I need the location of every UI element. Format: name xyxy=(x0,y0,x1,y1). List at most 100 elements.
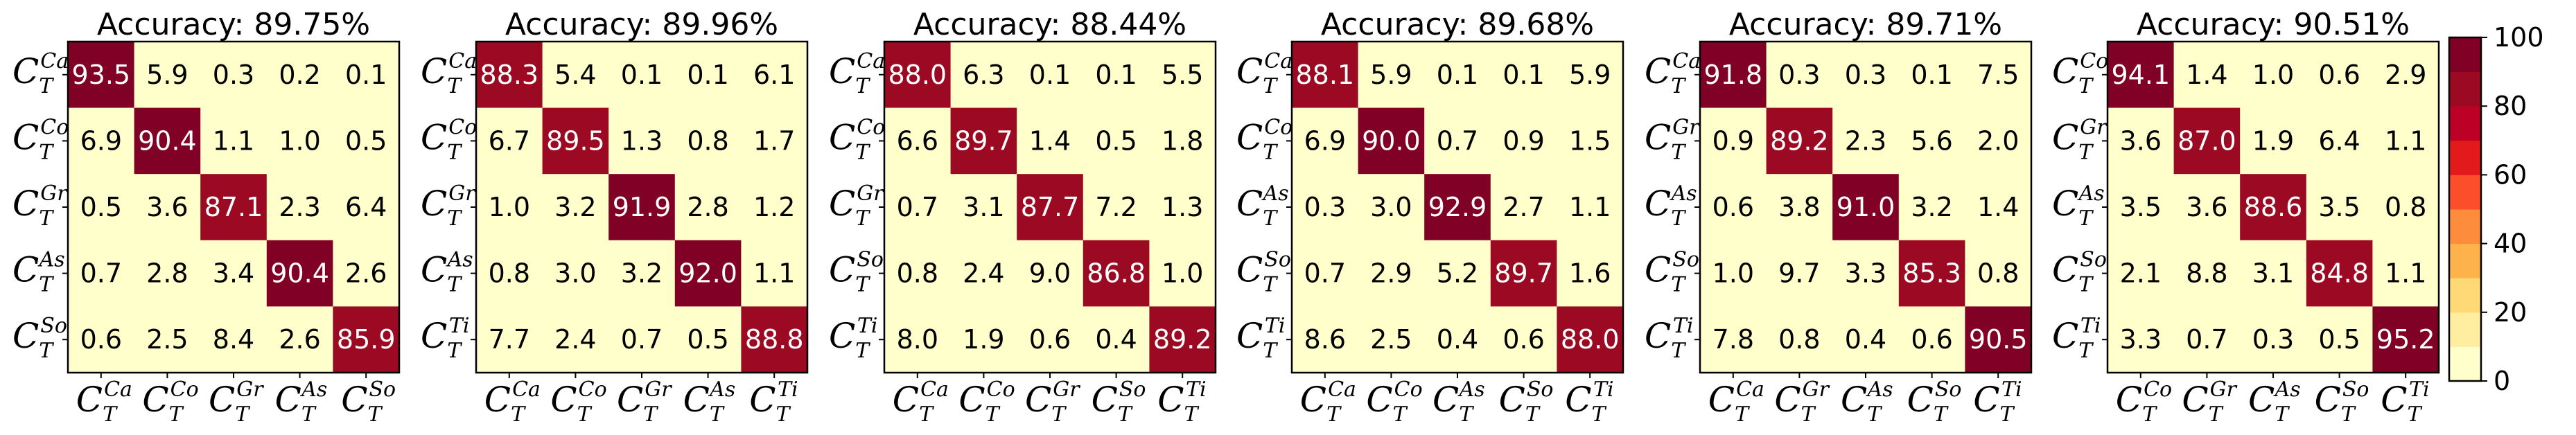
heatmap-cell xyxy=(608,174,676,241)
cell-value: 2.0 xyxy=(1977,125,2019,156)
heatmap-cell xyxy=(476,306,543,373)
cell-value: 0.6 xyxy=(2318,60,2360,90)
cell-value: 5.6 xyxy=(1911,125,1952,156)
cell-value: 0.7 xyxy=(80,258,122,289)
cell-value: 88.6 xyxy=(2244,192,2303,222)
heatmap-cell xyxy=(1557,240,1624,307)
heatmap-cell xyxy=(2108,306,2175,373)
cell-value: 87.7 xyxy=(1021,192,1080,222)
cell-value: 1.0 xyxy=(2252,60,2294,90)
colorbar-segment xyxy=(2449,346,2481,382)
cell-value: 2.6 xyxy=(345,258,387,289)
heatmap-cell xyxy=(333,42,400,109)
heatmap-cell xyxy=(1557,107,1624,175)
heatmap-cell xyxy=(1557,174,1624,241)
cell-value: 2.3 xyxy=(279,192,320,222)
heatmap-cell xyxy=(1700,107,1767,175)
cell-value: 0.7 xyxy=(2186,324,2227,355)
y-tick-label: CTGr xyxy=(2052,115,2108,164)
cell-value: 1.1 xyxy=(213,125,254,156)
cell-value: 3.5 xyxy=(2120,192,2162,222)
x-tick-label: CTSo xyxy=(1092,378,1146,427)
cell-value: 0.2 xyxy=(279,60,320,90)
cell-value: 89.2 xyxy=(1153,324,1212,355)
y-tick-label: CTGr xyxy=(1645,115,1700,164)
cell-value: 6.7 xyxy=(489,125,530,156)
x-tick-label: CTGr xyxy=(1774,378,1830,427)
cell-value: 1.3 xyxy=(1162,192,1203,222)
cell-value: 1.5 xyxy=(1569,125,1611,156)
y-tick-label: CTCa xyxy=(1236,49,1293,98)
heatmap-cell xyxy=(542,240,609,307)
y-tick-label: CTAs xyxy=(12,248,65,297)
cell-value: 3.6 xyxy=(2186,192,2227,222)
cell-value: 7.8 xyxy=(1712,324,1754,355)
heatmap-cell xyxy=(476,42,543,109)
heatmap-cell xyxy=(2108,240,2175,307)
cell-value: 1.1 xyxy=(2385,125,2426,156)
cell-value: 84.8 xyxy=(2310,258,2369,289)
cell-value: 2.8 xyxy=(146,258,188,289)
cell-value: 6.9 xyxy=(1304,125,1346,156)
heatmap-cell xyxy=(674,240,742,307)
heatmap-cell xyxy=(200,240,268,307)
cell-value: 3.3 xyxy=(1845,258,1886,289)
heatmap-cell xyxy=(200,107,268,175)
x-tick-label: CTAs xyxy=(1841,378,1893,427)
heatmap-cell xyxy=(608,42,676,109)
cell-value: 1.2 xyxy=(753,192,795,222)
y-tick-label: CTTi xyxy=(829,314,877,363)
x-tick-label: CTCa xyxy=(893,378,949,427)
x-tick-label: CTAs xyxy=(2248,378,2301,427)
cell-value: 0.8 xyxy=(489,258,530,289)
heatmap-cell xyxy=(1292,42,1359,109)
cell-value: 88.0 xyxy=(1561,324,1620,355)
cell-value: 0.4 xyxy=(1437,324,1478,355)
x-tick-label: CTCo xyxy=(2116,378,2172,427)
heatmap-cell xyxy=(1149,306,1216,373)
y-tick-label: CTCo xyxy=(2052,49,2108,98)
heatmap-cell xyxy=(1898,174,1965,241)
heatmap-cell xyxy=(1832,306,1900,373)
heatmap-cell xyxy=(741,240,808,307)
heatmap-cell xyxy=(1017,107,1084,175)
cell-value: 90.4 xyxy=(270,258,329,289)
cell-value: 0.1 xyxy=(687,60,728,90)
cell-value: 0.8 xyxy=(1977,258,2019,289)
cell-value: 6.9 xyxy=(80,125,122,156)
heatmap-cell xyxy=(2108,107,2175,175)
heatmap-cell xyxy=(1700,240,1767,307)
heatmap-cell xyxy=(1424,107,1491,175)
heatmap-cell xyxy=(476,174,543,241)
colorbar-tick-label: 100 xyxy=(2494,22,2544,53)
heatmap-cell xyxy=(884,306,952,373)
heatmap-cell xyxy=(608,107,676,175)
heatmap-cell xyxy=(1766,306,1833,373)
heatmap-cell xyxy=(2306,240,2373,307)
x-tick-label: CTSo xyxy=(341,378,396,427)
heatmap-cell xyxy=(200,306,268,373)
heatmap-cell xyxy=(1490,240,1557,307)
cell-value: 8.0 xyxy=(897,324,938,355)
heatmap-cell xyxy=(1965,42,2032,109)
x-tick-label: CTGr xyxy=(2182,378,2237,427)
heatmap-cell xyxy=(1766,174,1833,241)
cell-value: 1.3 xyxy=(621,125,663,156)
heatmap-cell xyxy=(1424,240,1491,307)
heatmap-cell xyxy=(1083,240,1150,307)
heatmap-cell xyxy=(2372,306,2439,373)
cell-value: 2.9 xyxy=(1370,258,1412,289)
y-tick-label: CTTi xyxy=(2052,314,2101,363)
heatmap-cell xyxy=(884,42,952,109)
cell-value: 0.6 xyxy=(80,324,122,355)
cell-value: 1.0 xyxy=(279,125,320,156)
cell-value: 87.1 xyxy=(204,192,263,222)
cell-value: 1.0 xyxy=(1162,258,1203,289)
heatmap-cell xyxy=(1490,306,1557,373)
heatmap-cell xyxy=(1965,107,2032,175)
cell-value: 3.2 xyxy=(554,192,596,222)
cell-value: 92.0 xyxy=(678,258,737,289)
heatmap-panel-6: Accuracy: 90.51% 94.1 1.4 1.0 0.6 2.9 3.6 87.0 1… xyxy=(2052,7,2440,427)
cell-value: 3.0 xyxy=(554,258,596,289)
